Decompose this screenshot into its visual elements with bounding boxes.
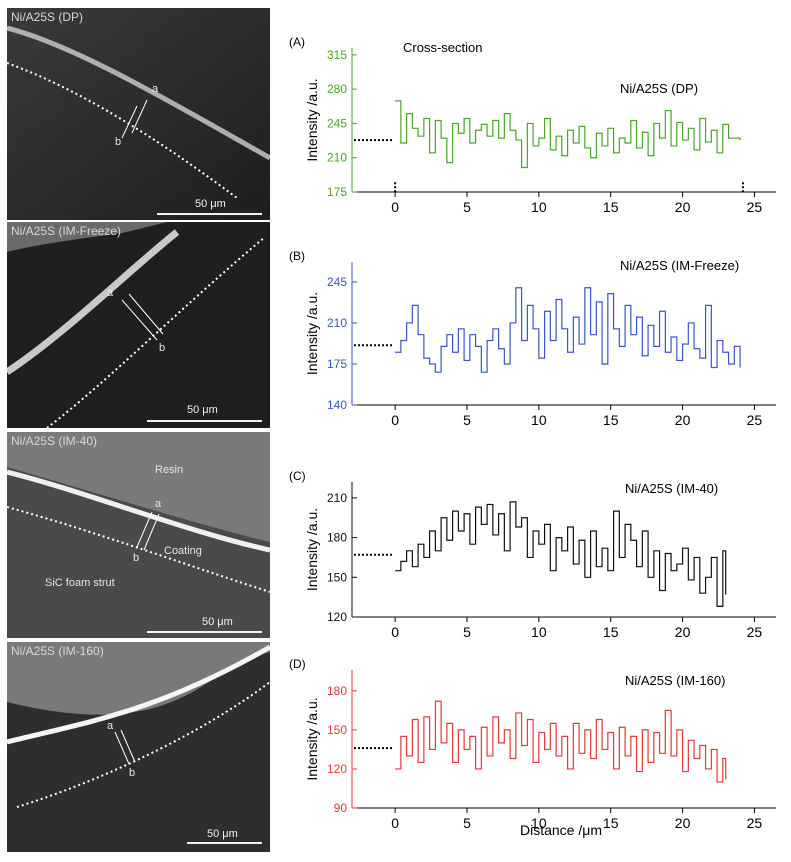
y-tick-label: 210 xyxy=(327,316,347,330)
x-tick-label: 0 xyxy=(391,624,399,640)
y-tick-label: 140 xyxy=(327,398,347,412)
point-b-label: b xyxy=(129,767,136,779)
scale-text: 50 μm xyxy=(207,828,238,840)
scale-bar xyxy=(157,213,262,215)
y-tick-label: 175 xyxy=(327,357,347,371)
series-title: Ni/A25S (IM-40) xyxy=(625,481,718,496)
scale-text: 50 μm xyxy=(195,198,226,210)
data-series-line xyxy=(395,700,727,783)
panel-label: (A) xyxy=(289,35,305,49)
y-tick-label: 150 xyxy=(327,570,347,584)
chart-annotation: Cross-section xyxy=(403,40,482,55)
y-axis-label: Intensity /a.u. xyxy=(304,292,320,375)
y-tick-label: 210 xyxy=(327,491,347,505)
point-a-label: a xyxy=(107,287,114,299)
data-series-line xyxy=(395,287,741,373)
point-a-label: a xyxy=(107,720,114,732)
y-tick-label: 180 xyxy=(327,531,347,545)
x-tick-label: 5 xyxy=(463,624,471,640)
data-series-line xyxy=(395,100,741,169)
x-tick-label: 15 xyxy=(603,199,619,215)
point-b-label: b xyxy=(133,552,140,564)
scale-text: 50 μm xyxy=(187,404,218,416)
scale-bar xyxy=(147,631,262,633)
sem-image-im-160: Ni/A25S (IM-160) a b 50 μm xyxy=(7,642,270,852)
x-tick-label: 0 xyxy=(391,815,399,831)
coating-label: Coating xyxy=(164,545,202,557)
y-tick-label: 280 xyxy=(327,82,347,96)
x-tick-label: 5 xyxy=(463,412,471,428)
x-tick-label: 10 xyxy=(531,412,547,428)
y-tick-label: 315 xyxy=(327,48,347,62)
point-b-label: b xyxy=(115,136,122,148)
y-axis-label: Intensity /a.u. xyxy=(304,697,320,780)
x-tick-label: 10 xyxy=(531,624,547,640)
panel-label: (B) xyxy=(289,249,305,263)
x-tick-label: 20 xyxy=(675,412,691,428)
x-tick-label: 0 xyxy=(391,412,399,428)
data-series-line xyxy=(395,501,727,608)
sem-texture xyxy=(7,8,270,220)
x-axis-label: Distance /μm xyxy=(520,822,602,838)
x-tick-label: 15 xyxy=(603,624,619,640)
scale-bar xyxy=(187,842,262,844)
x-tick-label: 15 xyxy=(603,412,619,428)
x-tick-label: 5 xyxy=(463,815,471,831)
sic-foam-strut-label: SiC foam strut xyxy=(45,577,115,589)
y-tick-label: 245 xyxy=(327,275,347,289)
point-a-label: a xyxy=(155,498,162,510)
y-tick-label: 150 xyxy=(327,723,347,737)
sem-image-im-40: Ni/A25S (IM-40) Resin a Coating b SiC fo… xyxy=(7,432,270,638)
resin-label: Resin xyxy=(155,464,184,476)
x-tick-label: 25 xyxy=(747,412,763,428)
series-title: Ni/A25S (IM-Freeze) xyxy=(620,258,739,273)
y-tick-label: 245 xyxy=(327,116,347,130)
sem-title: Ni/A25S (IM-Freeze) xyxy=(11,224,122,238)
x-tick-label: 10 xyxy=(531,199,547,215)
y-tick-label: 120 xyxy=(327,762,347,776)
x-tick-label: 20 xyxy=(675,624,691,640)
panel-label: (D) xyxy=(289,657,306,671)
panel-label: (C) xyxy=(289,469,306,483)
series-title: Ni/A25S (IM-160) xyxy=(625,673,725,688)
point-b-label: b xyxy=(159,342,166,354)
scale-text: 50 μm xyxy=(202,616,233,628)
line-profile-charts: 175 210 245 280 315 0 5 10 15 20 25 Intensity /a.u.… xyxy=(289,35,776,831)
sem-texture xyxy=(7,222,270,428)
y-tick-label: 180 xyxy=(327,684,347,698)
y-tick-label: 210 xyxy=(327,151,347,165)
x-tick-label: 25 xyxy=(747,624,763,640)
y-tick-label: 120 xyxy=(327,610,347,624)
sem-title: Ni/A25S (IM-160) xyxy=(11,644,104,658)
sem-texture xyxy=(7,642,270,852)
x-tick-label: 20 xyxy=(675,815,691,831)
x-tick-label: 0 xyxy=(391,199,399,215)
sem-image-dp: Ni/A25S (DP) a b 50 μm xyxy=(7,8,270,220)
y-tick-label: 90 xyxy=(334,801,348,815)
x-tick-label: 20 xyxy=(675,199,691,215)
scale-bar xyxy=(147,420,262,422)
sem-image-im-freeze: Ni/A25S (IM-Freeze) a b 50 μm xyxy=(7,222,270,428)
sem-title: Ni/A25S (IM-40) xyxy=(11,434,98,448)
x-tick-label: 15 xyxy=(603,815,619,831)
series-title: Ni/A25S (DP) xyxy=(620,81,698,96)
y-axis-label: Intensity /a.u. xyxy=(304,78,320,161)
y-axis-label: Intensity /a.u. xyxy=(304,508,320,591)
x-tick-label: 10 xyxy=(531,815,547,831)
point-a-label: a xyxy=(152,83,159,95)
x-tick-label: 25 xyxy=(747,815,763,831)
sem-title: Ni/A25S (DP) xyxy=(11,10,84,24)
sem-texture xyxy=(7,432,270,638)
x-tick-label: 25 xyxy=(747,199,763,215)
y-tick-label: 175 xyxy=(327,185,347,199)
x-tick-label: 5 xyxy=(463,199,471,215)
